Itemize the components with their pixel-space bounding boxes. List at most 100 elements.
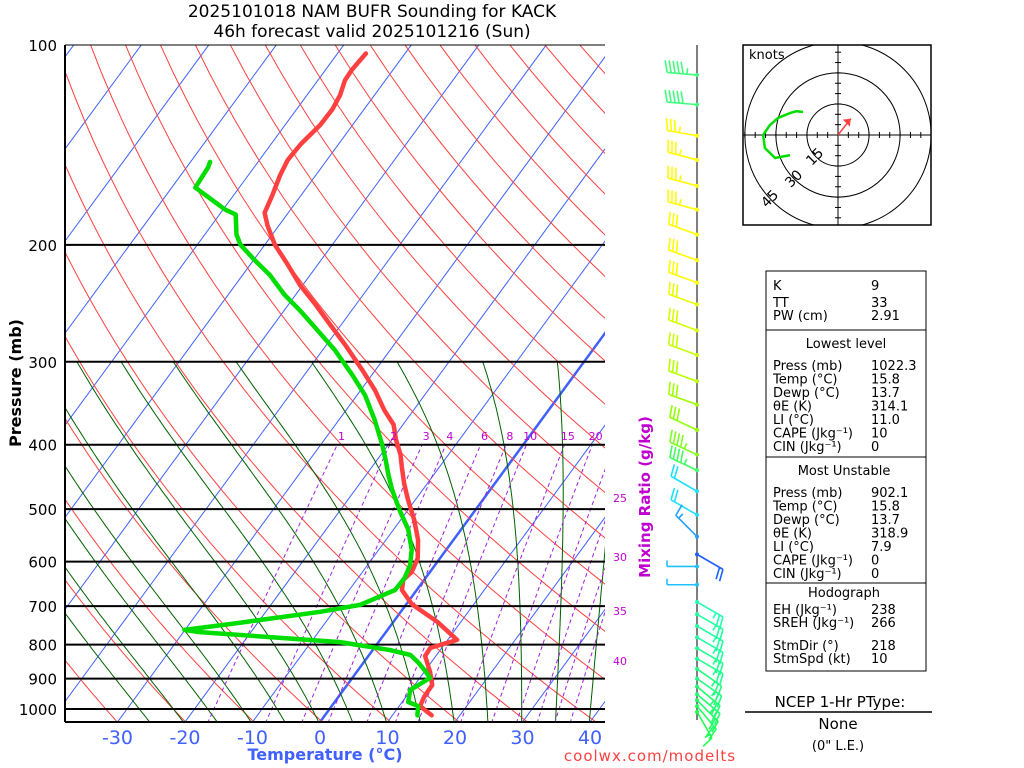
wind-barb <box>695 552 724 582</box>
x-tick-label: 10 <box>375 727 399 749</box>
temperature-profile <box>262 51 460 718</box>
stat-value: 314.1 <box>871 400 908 415</box>
indices-panel: K 9 TT 33 PW (cm) 2.91 Lowest level Pres… <box>772 279 917 667</box>
mixing-ratio-label: 3 <box>423 430 430 443</box>
isotherm <box>65 45 277 335</box>
moist-adiabat <box>482 361 523 722</box>
mixing-ratio-line <box>394 444 507 722</box>
mixing-ratio-label: 1 <box>338 430 345 443</box>
dry-adiabat <box>65 659 118 722</box>
isotherm <box>65 45 480 611</box>
dry-adiabat <box>685 45 1024 723</box>
mixing-ratio-axis-label: Mixing Ratio (g/kg) <box>636 416 654 578</box>
tt-value: 33 <box>871 296 888 311</box>
dry-adiabat <box>334 45 605 362</box>
x-tick-label: 30 <box>510 727 534 749</box>
axis-labels: 1 2 3 4 6 8 10 15 202530354010020030040050060070… <box>19 37 627 749</box>
moist-adiabat <box>65 465 252 722</box>
y-tick-label: 400 <box>28 437 57 455</box>
stat-value: 11.0 <box>871 413 900 428</box>
mixing-ratio-label: 10 <box>523 430 537 443</box>
wind-barb <box>695 676 723 708</box>
mixing-ratio-line <box>327 444 447 722</box>
x-tick-label: 40 <box>578 727 602 749</box>
moist-adiabat <box>65 566 185 722</box>
stat-label: θE (K) <box>773 400 812 415</box>
dry-adiabat <box>90 45 605 681</box>
wind-barb <box>668 281 699 307</box>
wind-barb <box>666 560 699 569</box>
stat-value: 15.8 <box>871 373 900 388</box>
dry-adiabat <box>159 45 605 585</box>
wind-barb <box>670 487 699 517</box>
mixing-ratio-label: 25 <box>613 492 627 505</box>
stat-label: CAPE (Jkg⁻¹) <box>773 554 853 569</box>
dry-adiabat <box>65 69 597 722</box>
wind-barb <box>667 189 699 212</box>
isotherm <box>521 608 605 722</box>
mixing-ratio-line <box>569 610 605 722</box>
wind-barb <box>669 429 699 457</box>
wind-barb <box>669 445 699 473</box>
isotherm <box>386 424 605 722</box>
stat-label: LI (°C) <box>773 413 814 428</box>
hodograph-ring-label: 15 <box>803 145 827 169</box>
dry-adiabat <box>65 417 324 722</box>
wind-barb <box>665 118 699 138</box>
y-tick-label: 500 <box>28 501 57 519</box>
wind-barb <box>675 504 699 539</box>
mixing-ratio-line <box>491 444 593 722</box>
wind-barb <box>667 139 699 162</box>
stat-value: 0 <box>871 554 879 569</box>
stat-label: Temp (°C) <box>772 500 838 515</box>
y-tick-label: 300 <box>28 354 57 372</box>
mixing-ratio-line <box>516 468 605 722</box>
x-tick-label: -10 <box>237 727 268 749</box>
most-unstable-heading: Most Unstable <box>798 464 891 479</box>
dry-adiabat <box>194 45 605 539</box>
ptype-value: None <box>818 715 857 733</box>
y-tick-label: 200 <box>28 237 57 255</box>
wind-barb <box>695 709 713 748</box>
stat-value: 10 <box>871 427 888 442</box>
hodograph-ring-label: 45 <box>758 187 782 211</box>
wind-barb <box>695 599 724 630</box>
hodograph-units: knots <box>749 48 785 63</box>
stat-label: SREH (Jkg⁻¹) <box>773 616 854 631</box>
stat-value: 0 <box>871 440 879 455</box>
wind-barb <box>668 358 699 384</box>
moist-adiabat <box>65 517 218 722</box>
wind-barb <box>669 404 699 432</box>
stat-value: 13.7 <box>871 386 900 401</box>
mixing-ratio-line <box>301 444 423 722</box>
wind-barb <box>668 332 699 357</box>
mixing-ratio-label: 30 <box>613 551 627 564</box>
wind-barbs <box>664 45 724 748</box>
moist-adiabat <box>65 612 151 722</box>
dry-adiabat <box>65 335 392 722</box>
pw-label: PW (cm) <box>773 309 828 324</box>
x-tick-label: 0 <box>314 727 326 749</box>
stat-label: CIN (Jkg⁻¹) <box>773 567 842 582</box>
wind-barb <box>664 89 699 107</box>
dry-adiabat <box>65 498 255 722</box>
moist-adiabat <box>76 361 320 722</box>
pw-value: 2.91 <box>871 309 900 324</box>
wind-barb <box>695 635 724 665</box>
stat-value: 0 <box>871 567 879 582</box>
hodograph-trace <box>761 109 804 160</box>
freezing-isotherm <box>318 331 605 722</box>
wind-barb <box>695 646 724 676</box>
wind-barb <box>664 60 699 78</box>
y-axis-label: Pressure (mb) <box>6 319 25 447</box>
y-tick-label: 1000 <box>19 701 57 719</box>
wind-barb <box>667 165 699 188</box>
wind-barb <box>666 578 699 587</box>
y-tick-label: 600 <box>28 554 57 572</box>
wind-barb <box>668 259 699 285</box>
mixing-ratio-label: 20 <box>589 430 603 443</box>
credit-link[interactable]: coolwx.com/modelts <box>564 747 736 765</box>
dry-adiabat <box>65 250 460 722</box>
x-tick-label: -30 <box>102 727 133 749</box>
stat-label: StmSpd (kt) <box>773 652 851 667</box>
